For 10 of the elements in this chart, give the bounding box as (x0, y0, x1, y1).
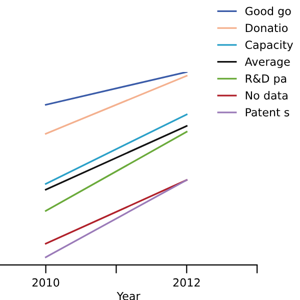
legend-label: No data (246, 90, 288, 100)
x-tick-label: 2012 (173, 278, 200, 287)
x-tick-label: 2010 (32, 278, 60, 287)
legend-label: Capacity (245, 40, 293, 52)
x-axis-title: Year (116, 292, 140, 300)
legend-label: Patent s (246, 108, 290, 116)
legend-label: Donatio (246, 24, 288, 32)
legend-label: R&D pa (246, 74, 286, 85)
legend-label: Good go (245, 6, 291, 18)
legend-label: Average (244, 58, 290, 68)
